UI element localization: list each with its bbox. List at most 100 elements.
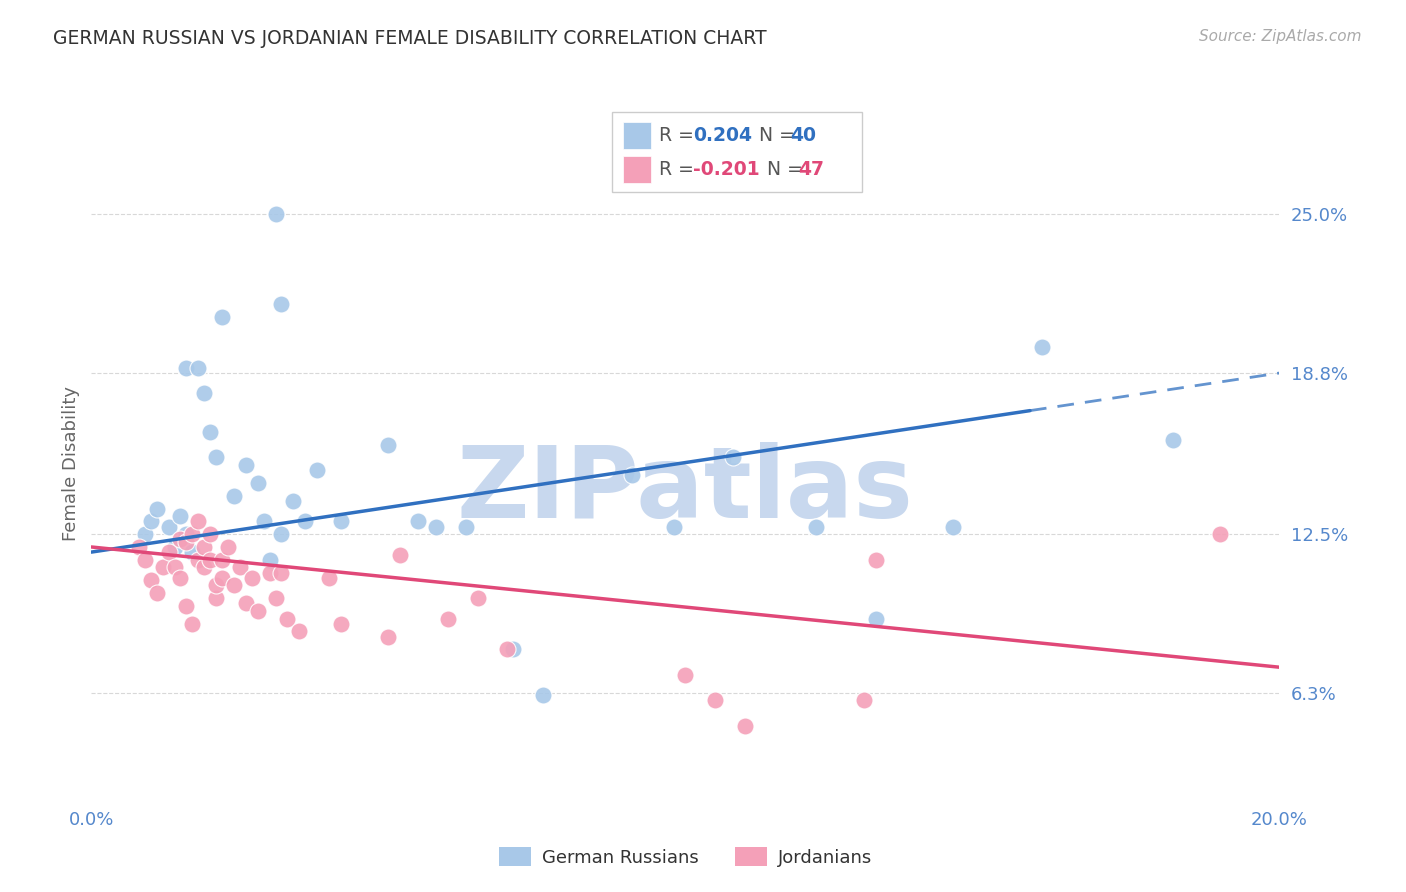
Point [134, 527, 156, 541]
Point [193, 386, 215, 401]
Point [454, 519, 477, 533]
Point [673, 668, 696, 682]
Point [377, 630, 399, 644]
Point [139, 573, 162, 587]
Point [865, 553, 887, 567]
Point [283, 494, 305, 508]
Point [389, 548, 412, 562]
Point [804, 519, 827, 533]
Point [169, 533, 191, 547]
Point [288, 624, 311, 639]
Point [169, 571, 191, 585]
Point [181, 527, 204, 541]
Point [496, 642, 519, 657]
Point [377, 437, 399, 451]
Text: 47: 47 [799, 160, 824, 178]
Point [176, 534, 198, 549]
Point [467, 591, 489, 606]
Point [307, 463, 329, 477]
Point [176, 599, 198, 613]
Point [246, 604, 269, 618]
Text: -0.201: -0.201 [693, 160, 759, 178]
Point [200, 553, 222, 567]
Point [169, 509, 191, 524]
Point [193, 540, 215, 554]
Text: N =: N = [755, 160, 808, 178]
Point [704, 693, 727, 707]
Point [235, 596, 257, 610]
Text: R =: R = [659, 160, 700, 178]
Text: ZIPatlas: ZIPatlas [457, 442, 914, 540]
Point [134, 553, 156, 567]
Text: N =: N = [747, 126, 800, 145]
Point [193, 560, 215, 574]
Point [620, 468, 643, 483]
Point [259, 553, 281, 567]
Point [163, 560, 186, 574]
Point [276, 612, 298, 626]
Point [139, 515, 162, 529]
Point [1031, 341, 1053, 355]
Point [264, 591, 287, 606]
Point [235, 458, 257, 472]
Point [163, 540, 186, 554]
Legend: German Russians, Jordanians: German Russians, Jordanians [491, 840, 880, 874]
Point [264, 207, 287, 221]
Point [128, 540, 150, 554]
Point [200, 425, 222, 439]
Point [270, 527, 292, 541]
Point [259, 566, 281, 580]
Text: 40: 40 [790, 126, 815, 145]
Point [157, 519, 180, 533]
Point [157, 545, 180, 559]
Point [865, 612, 887, 626]
Point [181, 616, 204, 631]
Point [253, 515, 276, 529]
Point [942, 519, 965, 533]
Point [329, 515, 352, 529]
Point [240, 571, 263, 585]
Point [211, 553, 233, 567]
Point [187, 553, 209, 567]
Point [1209, 527, 1232, 541]
Point [211, 571, 233, 585]
Point [187, 515, 209, 529]
Point [205, 591, 228, 606]
Point [734, 719, 756, 733]
Point [211, 310, 233, 324]
Point [176, 527, 198, 541]
Point [502, 642, 524, 657]
Point [187, 360, 209, 375]
Point [246, 476, 269, 491]
Point [176, 360, 198, 375]
Point [205, 450, 228, 465]
Point [329, 616, 352, 631]
Point [406, 515, 429, 529]
Point [425, 519, 447, 533]
Point [145, 501, 167, 516]
Point [721, 450, 744, 465]
Point [662, 519, 685, 533]
Point [181, 545, 204, 559]
Point [1161, 433, 1184, 447]
Text: 0.204: 0.204 [693, 126, 752, 145]
Point [145, 586, 167, 600]
Point [531, 689, 554, 703]
Y-axis label: Female Disability: Female Disability [62, 386, 80, 541]
Point [222, 489, 245, 503]
Point [852, 693, 875, 707]
Text: Source: ZipAtlas.com: Source: ZipAtlas.com [1198, 29, 1361, 44]
Point [229, 560, 252, 574]
Point [205, 578, 228, 592]
Point [270, 297, 292, 311]
Text: R =: R = [659, 126, 700, 145]
Point [217, 540, 239, 554]
Point [222, 578, 245, 592]
Point [318, 571, 340, 585]
Point [294, 515, 316, 529]
Point [436, 612, 458, 626]
Point [200, 527, 222, 541]
Text: GERMAN RUSSIAN VS JORDANIAN FEMALE DISABILITY CORRELATION CHART: GERMAN RUSSIAN VS JORDANIAN FEMALE DISAB… [53, 29, 768, 47]
Point [152, 560, 174, 574]
Point [270, 566, 292, 580]
